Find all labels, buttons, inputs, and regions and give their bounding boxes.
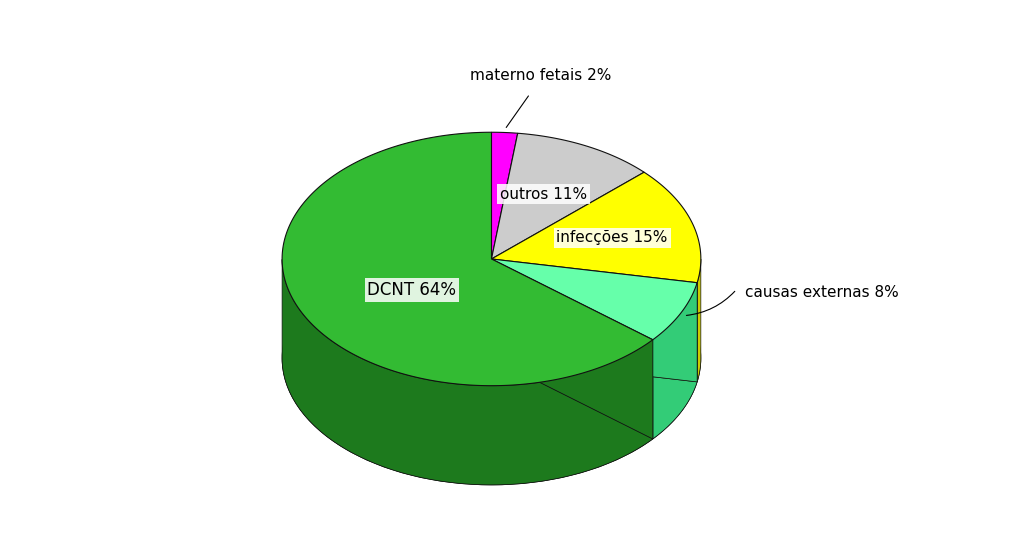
Text: materno fetais 2%: materno fetais 2% [470,68,612,83]
Polygon shape [492,259,653,439]
Polygon shape [492,259,697,382]
Polygon shape [492,259,653,439]
Ellipse shape [282,231,701,485]
Polygon shape [282,132,653,386]
Polygon shape [492,172,701,283]
Polygon shape [697,259,701,382]
Polygon shape [492,259,697,340]
Text: outros 11%: outros 11% [500,187,587,202]
Text: DCNT 64%: DCNT 64% [368,281,456,299]
Text: infecções 15%: infecções 15% [557,230,668,245]
Polygon shape [653,283,697,439]
Polygon shape [492,132,518,259]
Text: causas externas 8%: causas externas 8% [745,284,899,300]
Polygon shape [282,260,653,485]
Polygon shape [492,259,697,382]
Polygon shape [492,133,644,259]
